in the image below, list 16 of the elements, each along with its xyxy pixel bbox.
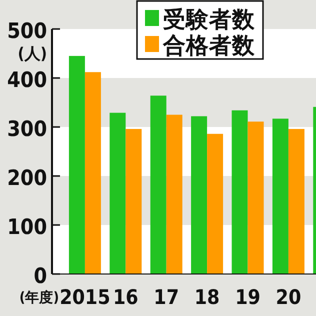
x-tick-label: 19	[235, 285, 260, 309]
x-axis-title: (年度)	[19, 289, 59, 306]
y-tick-label: 100	[7, 215, 47, 240]
y-tick-label: 0	[34, 264, 47, 289]
x-tick-label: 16	[112, 285, 138, 309]
x-tick-label: 2015	[60, 285, 110, 309]
x-tick-label: 18	[194, 285, 220, 309]
y-tick-label: 200	[7, 166, 47, 191]
y-tick-label: 400	[7, 68, 47, 93]
y-tick-label: 300	[7, 117, 47, 142]
y-axis-title: (人)	[18, 44, 47, 63]
legend-label: 合格者数	[162, 33, 256, 59]
x-tick-label: 20	[276, 285, 302, 309]
y-tick-label: 500	[7, 19, 47, 44]
legend-label: 受験者数	[163, 7, 256, 33]
x-tick-label: 17	[154, 285, 180, 309]
